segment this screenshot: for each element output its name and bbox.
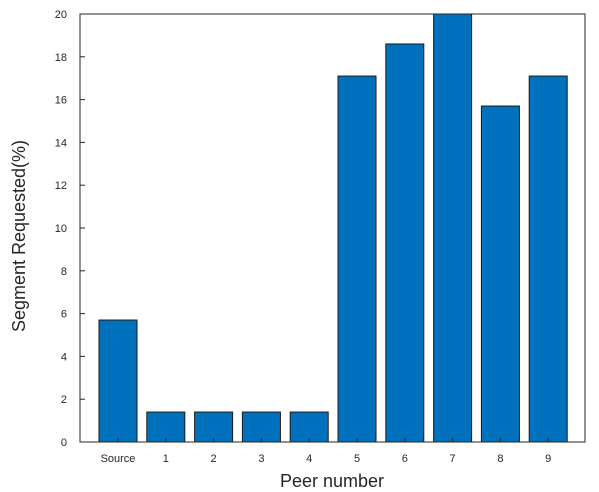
y-tick-label: 8 (61, 266, 67, 278)
x-tick-label: 5 (354, 453, 360, 465)
y-tick-label: 18 (55, 52, 67, 64)
bar-7 (433, 13, 473, 443)
plot-frame (79, 13, 586, 443)
x-tick-label: 4 (306, 453, 312, 465)
y-tick-label: 14 (55, 137, 67, 149)
bar-4 (289, 411, 329, 443)
bar-9 (528, 75, 568, 443)
bar-1 (146, 411, 186, 443)
y-tick-label: 16 (55, 95, 67, 107)
x-tick-label: 2 (211, 453, 217, 465)
y-tick-label: 2 (61, 394, 67, 406)
y-tick-label: 4 (61, 351, 67, 363)
y-tick-label: 12 (55, 180, 67, 192)
bar-3 (241, 411, 281, 443)
y-axis-label: Segment Requested(%) (9, 140, 29, 332)
y-tick-label: 6 (61, 309, 67, 321)
x-tick-label: 3 (258, 453, 264, 465)
bar-source (98, 319, 138, 443)
bar-8 (480, 105, 520, 443)
y-axis-ticks: 0 2 4 6 8 10 12 14 16 18 20 (55, 9, 85, 449)
x-axis-label: Peer number (280, 471, 384, 491)
x-tick-label: 8 (497, 453, 503, 465)
bar-6 (385, 43, 425, 443)
x-tick-label: 7 (450, 453, 456, 465)
y-tick-label: 20 (55, 9, 67, 21)
x-axis-ticks: Source 1 2 3 4 5 6 7 8 9 (101, 438, 551, 465)
x-tick-label: 9 (545, 453, 551, 465)
y-tick-label: 0 (61, 437, 67, 449)
x-tick-label: 6 (402, 453, 408, 465)
bars (98, 13, 568, 443)
x-tick-label: Source (101, 453, 136, 465)
x-tick-label: 1 (163, 453, 169, 465)
y-tick-label: 10 (55, 223, 67, 235)
bar-5 (337, 75, 377, 443)
bar-2 (194, 411, 234, 443)
